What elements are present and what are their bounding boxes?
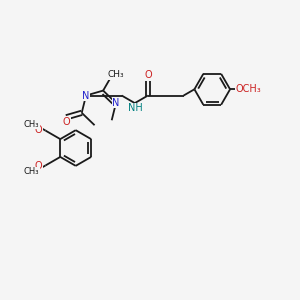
Text: CH₃: CH₃: [24, 167, 39, 176]
Text: O: O: [144, 70, 152, 80]
Text: O: O: [35, 161, 43, 171]
Text: CH₃: CH₃: [24, 120, 39, 129]
Text: O: O: [62, 117, 70, 127]
Text: N: N: [82, 91, 90, 100]
Text: O: O: [35, 124, 43, 135]
Text: CH₃: CH₃: [107, 70, 124, 80]
Text: OCH₃: OCH₃: [235, 84, 261, 94]
Text: N: N: [112, 98, 120, 108]
Text: NH: NH: [128, 103, 143, 113]
